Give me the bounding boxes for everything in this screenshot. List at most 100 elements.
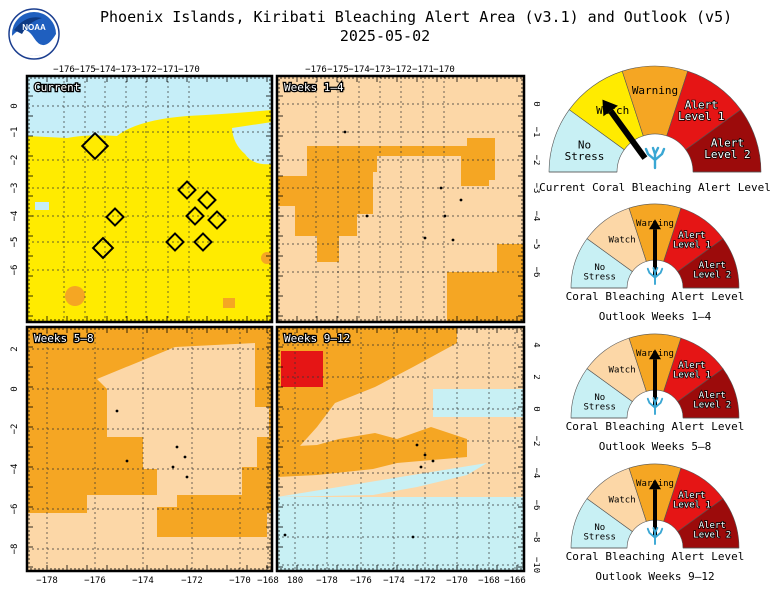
page-title: Phoenix Islands, Kiribati Bleaching Aler… — [100, 8, 732, 46]
island-dot — [125, 459, 129, 463]
x-tick-label: −174 — [383, 576, 405, 586]
map-panel-weeks-1-4: Weeks 1–4 −176 −175 −174 −173 −172 −171 −170 0 −1… — [275, 65, 540, 324]
gauge-weeks-1-4: NoStressWatchWarningAlertLevel 1AlertLev… — [570, 203, 740, 289]
gauge-label-2: Warning — [632, 84, 678, 97]
y-tick-label: −2 — [10, 424, 20, 435]
title-line-2: 2025-05-02 — [339, 27, 431, 45]
panel-label: Weeks 9–12 — [284, 332, 350, 345]
island-dot — [175, 445, 179, 449]
gauge-label-4: Alert Level 2 — [704, 136, 750, 161]
island-outline — [197, 190, 217, 210]
y-tick-label: −4 — [531, 211, 540, 222]
coral-icon — [646, 267, 664, 285]
panel-label: Weeks 1–4 — [284, 81, 344, 94]
coral-icon — [646, 397, 664, 415]
x-tick-label: −172 — [181, 576, 203, 586]
panel-frame — [25, 74, 274, 324]
island-dot — [365, 214, 369, 218]
gauge-label-0: No Stress — [583, 393, 616, 412]
x-tick-label: −174 — [94, 65, 116, 75]
y-tick-label: −4 — [10, 211, 20, 222]
x-tick-label: −174 — [348, 65, 370, 75]
x-tick-label: −175 — [327, 65, 349, 75]
x-tick-label: −175 — [74, 65, 96, 75]
y-tick-label: −8 — [531, 532, 540, 543]
x-tick-label: −171 — [412, 65, 434, 75]
island-outline — [80, 131, 110, 161]
y-tick-label: −2 — [531, 155, 540, 166]
y-tick-label: 4 — [531, 342, 540, 347]
y-tick-label: −6 — [531, 500, 540, 511]
y-tick-label: −6 — [10, 504, 20, 515]
island-dot — [343, 130, 347, 134]
title-line-1: Phoenix Islands, Kiribati Bleaching Aler… — [100, 8, 733, 26]
y-tick-label: −1 — [531, 127, 540, 138]
island-outline — [207, 210, 227, 230]
x-tick-label: −176 — [53, 65, 75, 75]
y-tick-label: −4 — [10, 464, 20, 475]
gauge-label-3: Alert Level 1 — [678, 98, 724, 123]
x-tick-label: −170 — [433, 65, 455, 75]
x-tick-label: −173 — [115, 65, 137, 75]
y-tick-label: −6 — [531, 267, 540, 278]
svg-text:NOAA: NOAA — [22, 23, 46, 32]
gauge-weeks-5-8: NoStressWatchWarningAlertLevel 1AlertLev… — [570, 333, 740, 419]
y-tick-label: −4 — [531, 468, 540, 479]
island-dot — [459, 198, 463, 202]
gauge-needle-head — [649, 219, 661, 230]
x-tick-label: −178 — [316, 576, 338, 586]
y-tick-label: 0 — [531, 406, 540, 411]
coral-icon — [644, 146, 666, 170]
y-tick-label: −2 — [10, 155, 20, 166]
island-outline — [105, 207, 125, 227]
y-tick-label: 0 — [531, 101, 540, 106]
map-panel-weeks-5-8: Weeks 5–8 −178 −176 −174 −172 −170 −168 2 0 −2 −4 −… — [10, 325, 279, 586]
y-tick-label: 0 — [10, 386, 20, 391]
y-tick-label: −1 — [10, 127, 20, 138]
gauge-label-0: No Stress — [565, 138, 605, 163]
island-dot — [431, 459, 435, 463]
island-dot — [411, 535, 415, 539]
island-dot — [415, 443, 419, 447]
gauge-weeks-9-12-subcaption: Outlook Weeks 9–12 — [595, 570, 715, 583]
gauge-needle-head — [649, 349, 661, 360]
island-dot — [183, 455, 187, 459]
y-tick-label: −5 — [10, 237, 20, 248]
island-dot — [185, 475, 189, 479]
current-island-markers — [80, 131, 227, 260]
y-tick-label: 2 — [531, 374, 540, 379]
x-tick-label: −176 — [84, 576, 106, 586]
x-tick-label: −174 — [132, 576, 154, 586]
y-tick-label: −10 — [531, 557, 540, 573]
island-outline — [185, 206, 205, 226]
x-tick-label: −176 — [350, 576, 372, 586]
gauge-current: NoStressWatchWarningAlertLevel 1AlertLev… — [548, 65, 762, 173]
gauge-label-1: Watch — [609, 236, 636, 246]
y-tick-label: −2 — [531, 436, 540, 447]
x-tick-label: −178 — [36, 576, 58, 586]
island-dot — [171, 465, 175, 469]
map-panels: Current−176 −175−174 −173−172 −171 −1700−1−2… — [10, 65, 540, 586]
island-dots — [115, 409, 189, 479]
island-outline — [91, 236, 115, 260]
y-tick-label: 0 — [10, 103, 20, 108]
x-tick-label: 180 — [287, 576, 303, 586]
gauge-weeks-1-4-caption: Coral Bleaching Alert Level — [565, 290, 745, 303]
gauge-label-4: Alert Level 2 — [693, 261, 731, 280]
x-tick-label: −173 — [369, 65, 391, 75]
gauge-label-1: Watch — [609, 366, 636, 376]
island-dot — [443, 214, 447, 218]
island-dot — [451, 238, 455, 242]
gauge-current-caption: Current Coral Bleaching Alert Level — [539, 181, 770, 194]
island-dot — [115, 409, 119, 413]
gauge-label-3: Alert Level 1 — [673, 491, 711, 510]
gauge-label-4: Alert Level 2 — [693, 391, 731, 410]
x-tick-label: −172 — [135, 65, 157, 75]
island-outline — [165, 232, 185, 252]
x-tick-label: −170 — [446, 576, 468, 586]
x-tick-label: −166 — [504, 576, 526, 586]
gauge-weeks-1-4-subcaption: Outlook Weeks 1–4 — [598, 310, 712, 323]
island-dot — [423, 453, 427, 457]
island-dots — [343, 130, 463, 242]
x-tick-label: −168 — [257, 576, 279, 586]
